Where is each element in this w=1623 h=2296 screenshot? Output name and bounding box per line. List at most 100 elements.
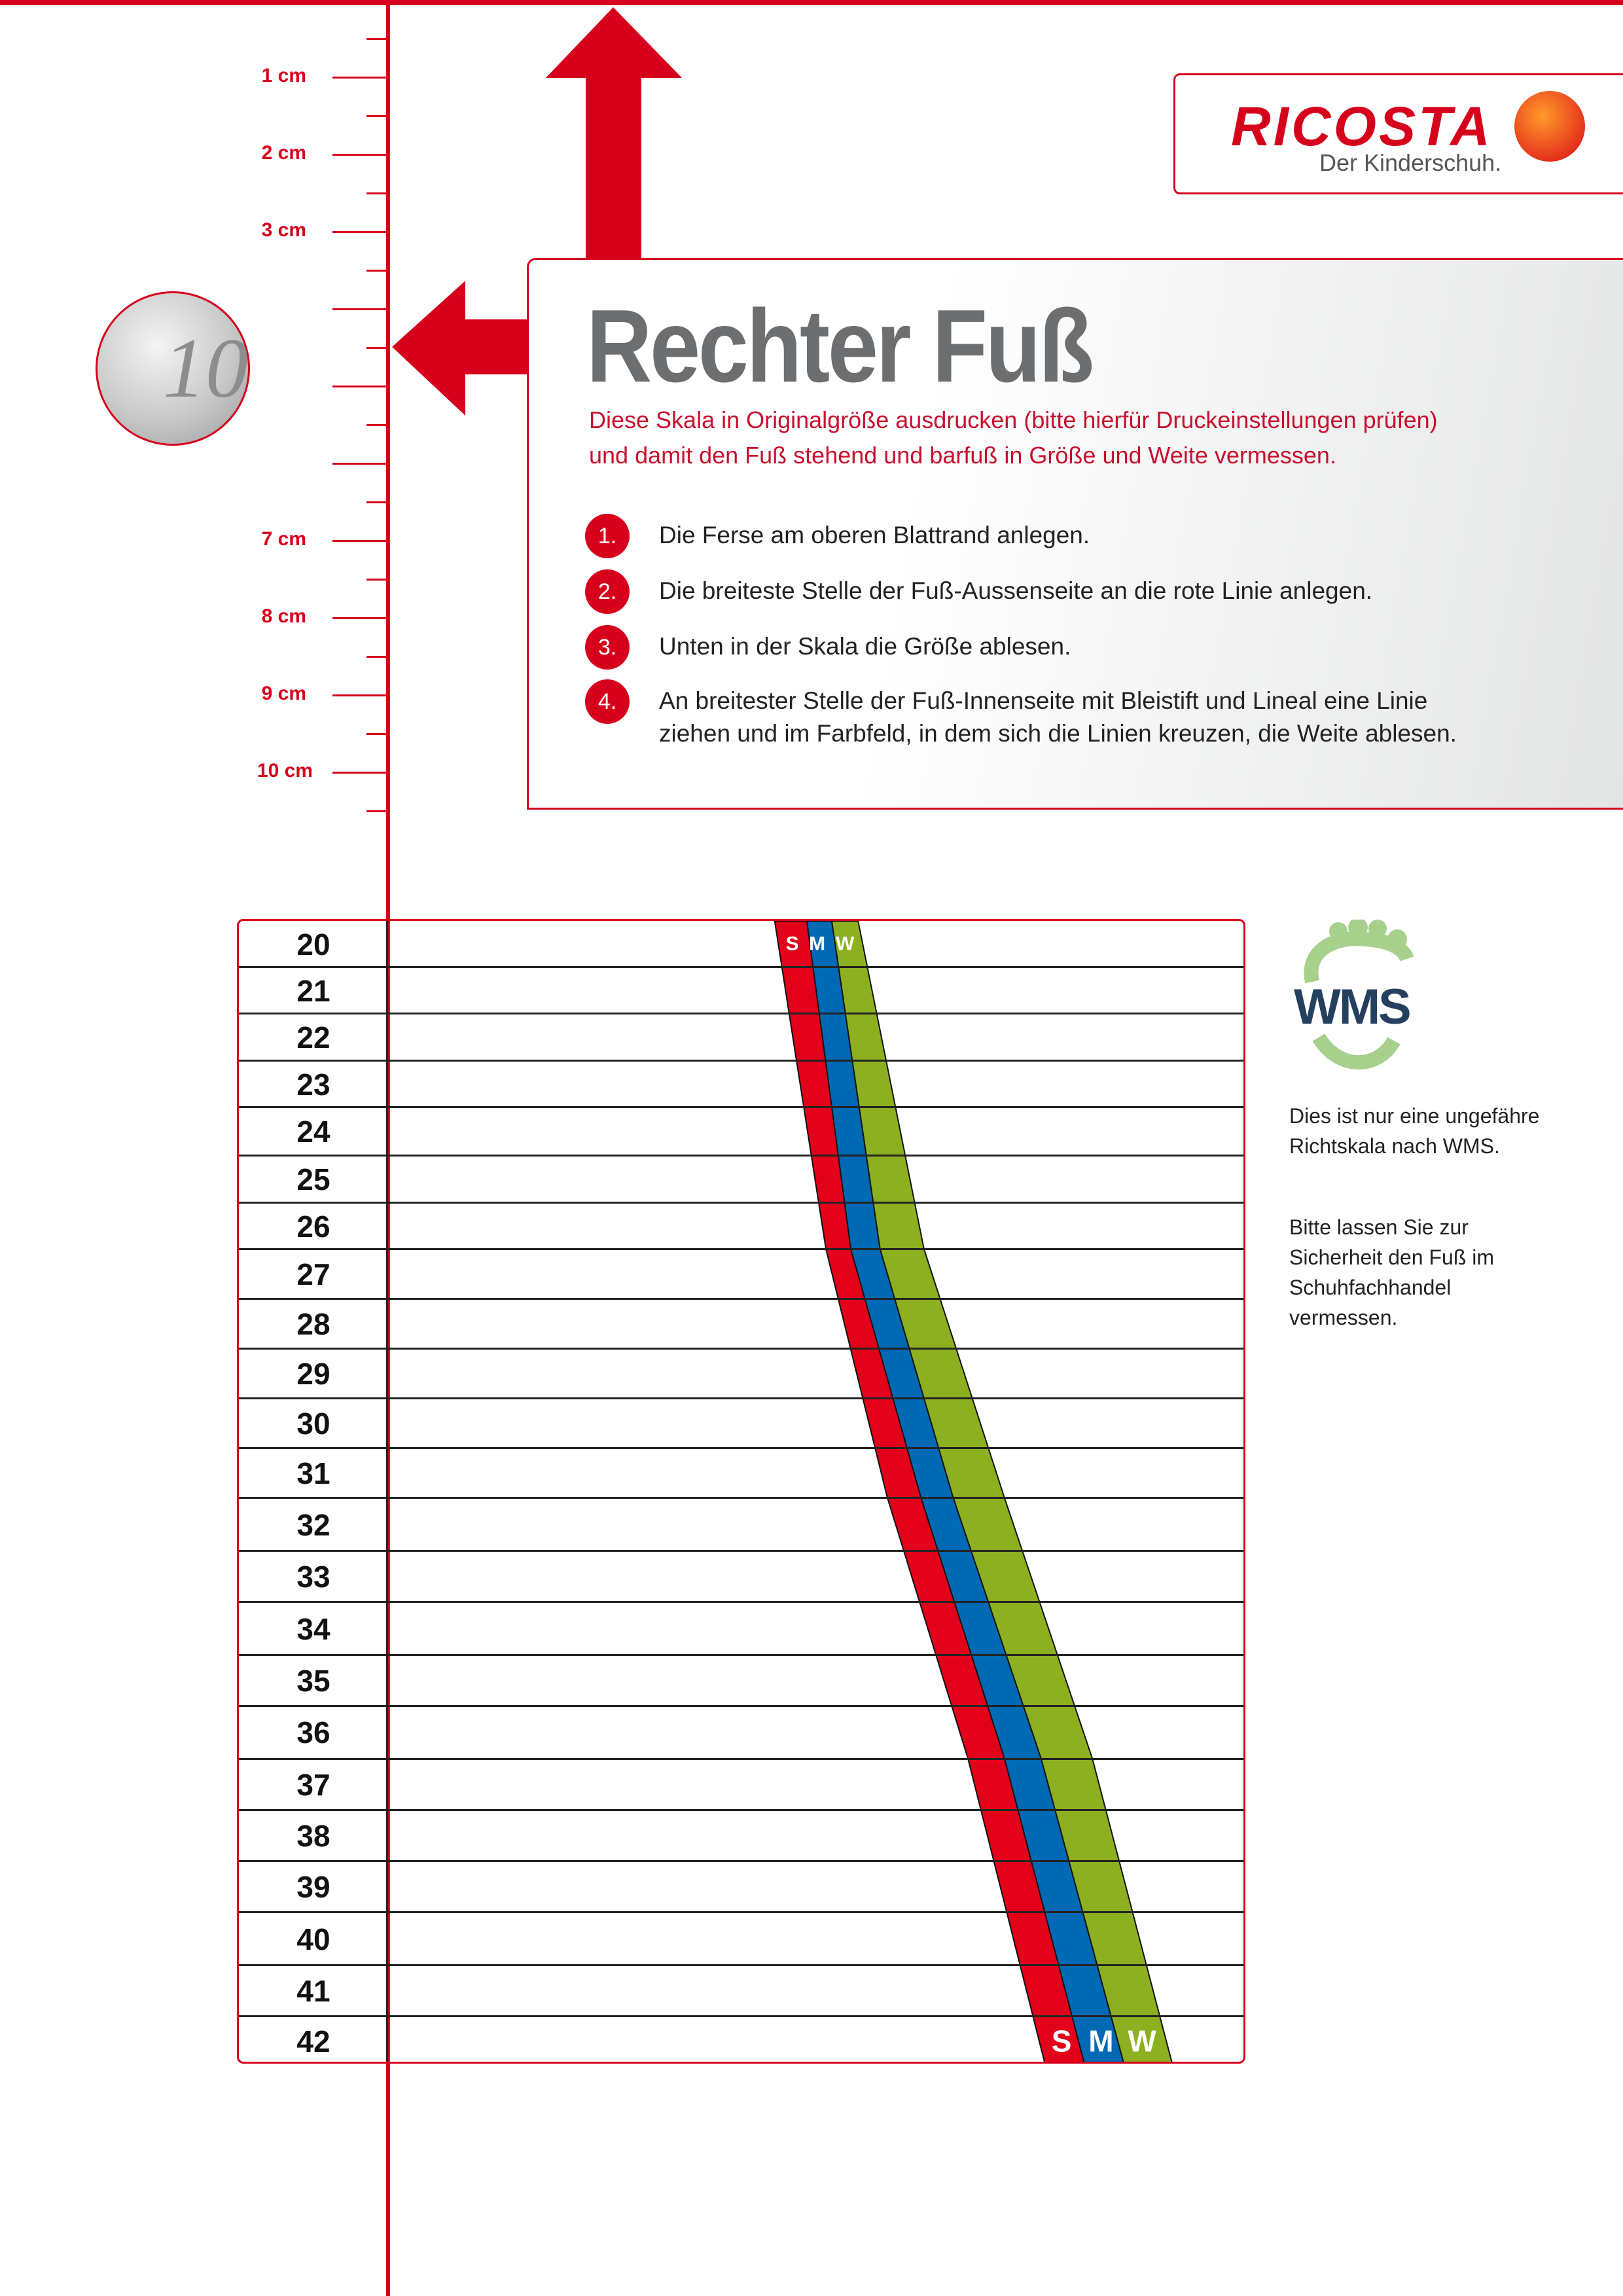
- ruler-label: 1 cm: [261, 65, 306, 86]
- ruler-cm-tick: [332, 694, 386, 696]
- size-label: 33: [296, 1560, 330, 1594]
- coin-10-cent-reference: 10: [96, 291, 250, 446]
- step-4-badge: 4.: [585, 679, 630, 724]
- row-divider: [239, 1705, 1243, 1708]
- row-divider: [239, 1911, 1243, 1914]
- size-width-table: S M W S M W 20 21 22 23 24 25 26 27 28 29 30 31 32 33 34 35 36…: [237, 919, 1245, 2064]
- size-label: 28: [296, 1307, 330, 1342]
- row-divider: [239, 1860, 1243, 1863]
- step-3-badge: 3.: [585, 625, 630, 670]
- size-label: 30: [296, 1407, 330, 1441]
- page-title: Rechter Fuß: [586, 289, 1094, 404]
- ruler-half-cm-tick: [366, 656, 386, 658]
- size-label: 20: [296, 927, 330, 962]
- width-bands: S M WS M W: [774, 921, 1173, 2062]
- ruler-cm-tick: [332, 231, 386, 233]
- band-letter-w: W: [836, 933, 855, 955]
- row-divider: [239, 1348, 1243, 1350]
- ruler-cm-tick: [332, 386, 386, 387]
- ruler-cm-tick: [332, 617, 386, 619]
- ricosta-logo: RICOSTA Der Kinderschuh.: [1173, 73, 1623, 194]
- size-label: 23: [296, 1067, 330, 1102]
- ruler-cm-tick: [332, 308, 386, 310]
- brand-name: RICOSTA: [1231, 96, 1493, 157]
- ruler-cm-tick: [332, 463, 386, 465]
- step-4-text: An breitester Stelle der Fuß-Innenseite …: [659, 687, 1457, 747]
- top-edge-line: [0, 0, 1623, 5]
- ruler-half-cm-tick: [366, 424, 386, 426]
- size-column-divider: [386, 921, 388, 2062]
- row-divider: [239, 1757, 1243, 1760]
- size-label: 38: [296, 1818, 330, 1853]
- size-label: 26: [296, 1209, 330, 1244]
- band-letter-s: S: [1052, 2024, 1072, 2058]
- row-divider: [239, 1964, 1243, 1966]
- row-divider: [239, 1155, 1243, 1157]
- row-divider: [239, 1397, 1243, 1400]
- size-label: 27: [296, 1257, 330, 1292]
- row-divider: [239, 2015, 1243, 2018]
- size-label: 25: [296, 1162, 330, 1196]
- side-note-1: Dies ist nur eine ungefähre Richtskala n…: [1289, 1104, 1540, 1158]
- ruler-label: 9 cm: [261, 683, 306, 704]
- row-divider: [239, 1298, 1243, 1300]
- instructions-box: Rechter Fuß Diese Skala in Originalgröße…: [527, 258, 1623, 810]
- ruler-label: 7 cm: [261, 528, 306, 550]
- wms-logo-text: WMS: [1294, 979, 1412, 1035]
- ruler-half-cm-tick: [366, 115, 386, 117]
- band-letter-s: S: [786, 933, 799, 955]
- subtitle-line-2: und damit den Fuß stehend und barfuß in …: [589, 442, 1336, 469]
- row-divider: [239, 1106, 1243, 1109]
- size-label: 40: [296, 1922, 330, 1956]
- band-w: [830, 921, 1173, 2062]
- size-label: 32: [296, 1507, 330, 1542]
- ruler-half-cm-tick: [366, 501, 386, 503]
- ruler-cm-tick: [332, 772, 386, 774]
- ruler-cm-tick: [332, 77, 386, 79]
- side-note-2: Bitte lassen Sie zur Sicherheit den Fuß …: [1289, 1215, 1495, 1329]
- row-divider: [239, 1550, 1243, 1552]
- row-divider: [239, 1201, 1243, 1204]
- row-divider: [239, 1808, 1243, 1811]
- ruler-half-cm-tick: [366, 810, 386, 812]
- size-label: 31: [296, 1456, 330, 1491]
- row-divider: [239, 1059, 1243, 1062]
- ruler-cm-tick: [332, 540, 386, 542]
- row-divider: [239, 1013, 1243, 1015]
- ruler-label: 3 cm: [261, 219, 306, 241]
- ruler-label: 10 cm: [257, 760, 313, 781]
- wms-logo: WMS: [1293, 920, 1423, 1070]
- row-divider: [239, 1248, 1243, 1251]
- band-letter-m: M: [809, 933, 825, 955]
- ruler-label: 8 cm: [261, 605, 306, 627]
- arrows: [392, 7, 682, 416]
- subtitle-line-1: Diese Skala in Originalgröße ausdrucken …: [589, 406, 1438, 433]
- brand-tagline: Der Kinderschuh.: [1319, 149, 1502, 176]
- arrow-left-icon: [392, 281, 529, 416]
- band-letter-m: M: [1088, 2024, 1113, 2058]
- size-label: 41: [296, 1974, 330, 2008]
- size-label: 22: [296, 1020, 330, 1055]
- wms-feet-icon: [1304, 920, 1414, 1070]
- step-1-badge: 1.: [585, 514, 630, 558]
- size-label: 29: [296, 1357, 330, 1391]
- row-divider: [239, 1601, 1243, 1604]
- size-label: 42: [296, 2024, 330, 2059]
- ruler-half-cm-tick: [366, 579, 386, 581]
- size-label: 39: [296, 1870, 330, 1905]
- ruler-half-cm-tick: [366, 347, 386, 349]
- step-1-text: Die Ferse am oberen Blattrand anlegen.: [659, 522, 1090, 548]
- step-3-text: Unten in der Skala die Größe ablesen.: [659, 633, 1071, 660]
- arrow-up-icon: [546, 7, 682, 258]
- ruler-label: 2 cm: [261, 142, 306, 164]
- step-2-badge: 2.: [585, 569, 630, 614]
- band-letter-w: W: [1128, 2024, 1156, 2058]
- foot-icon: [1514, 91, 1585, 162]
- ruler-half-cm-tick: [366, 733, 386, 735]
- size-label: 24: [296, 1115, 330, 1149]
- ruler-half-cm-tick: [366, 38, 386, 40]
- row-divider: [239, 1653, 1243, 1656]
- size-label: 34: [296, 1611, 330, 1646]
- row-divider: [239, 1447, 1243, 1450]
- row-divider: [239, 965, 1243, 968]
